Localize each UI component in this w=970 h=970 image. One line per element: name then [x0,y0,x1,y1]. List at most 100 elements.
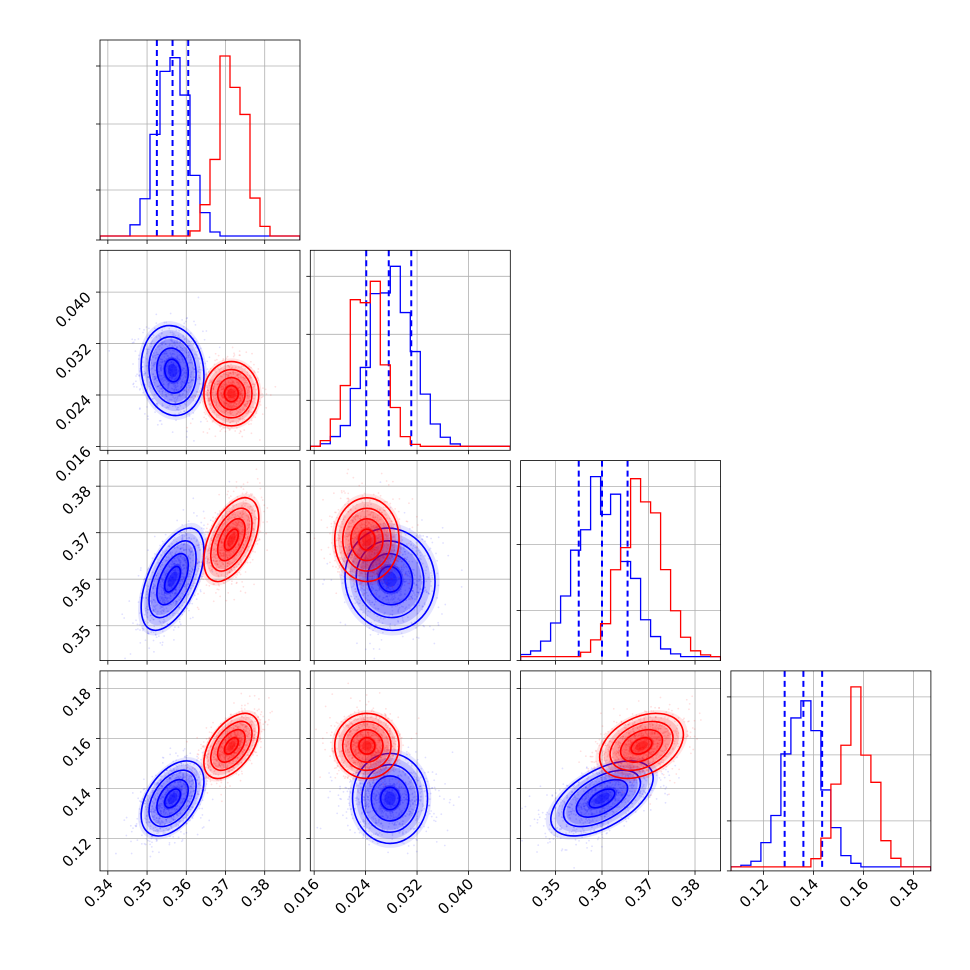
sample-point [188,575,191,578]
sample-point [153,363,156,366]
sample-point [179,395,182,398]
sample-point [174,334,177,337]
sample-point [229,395,232,397]
sample-point [230,390,233,393]
sample-point [250,376,253,379]
sample-point [230,426,233,429]
sample-point [192,395,195,397]
sample-point [238,402,241,404]
sample-point [153,378,156,381]
sample-point [218,424,221,427]
sample-point [226,393,229,396]
sample-point [172,602,175,604]
sample-point [231,580,233,583]
sample-point [167,370,170,373]
sample-point [196,561,199,564]
sample-point [231,397,234,400]
sample-point [161,540,164,543]
sample-point [169,369,172,371]
sample-point [232,403,235,406]
sample-point [238,373,241,376]
sample-point [232,414,235,417]
sample-point [219,425,222,428]
sample-point [147,549,149,552]
sample-point [162,367,164,370]
sample-point [200,574,202,577]
sample-point [150,342,153,345]
sample-point [209,384,211,387]
sample-point [175,329,178,332]
sample-point [223,383,226,386]
sample-point [239,399,242,402]
sample-point [182,343,185,346]
sample-point [153,363,156,366]
sample-point [233,598,236,601]
sample-point [138,327,141,330]
sample-point [173,353,176,356]
sample-point [214,511,217,514]
sample-point [233,402,235,405]
sample-point [171,366,174,369]
sample-point [174,357,177,360]
sample-point [172,373,175,376]
sample-point [198,366,201,368]
sample-point [121,613,124,616]
sample-point [178,358,181,361]
sample-point [241,580,244,583]
sample-point [227,375,230,377]
sample-point [223,400,226,403]
sample-point [227,381,230,384]
sample-point [170,370,173,373]
sample-point [216,383,219,386]
sample-point [170,378,172,381]
sample-point [188,415,191,417]
sample-point [219,406,222,408]
sample-point [249,360,252,363]
sample-point [223,401,226,404]
sample-point [246,392,249,395]
sample-point [245,351,248,354]
sample-point [159,566,162,569]
sample-point [173,385,176,388]
sample-point [200,577,203,580]
sample-point [156,423,159,426]
sample-point [236,381,238,384]
sample-point [249,561,252,564]
sample-point [172,835,175,838]
sample-point [154,361,156,364]
sample-point [232,404,235,407]
sample-point [235,394,238,397]
sample-point [161,329,164,332]
sample-point [255,468,258,471]
sample-point [200,747,203,750]
sample-point [170,365,173,368]
sample-point [168,376,171,379]
sample-point [245,386,248,389]
sample-point [196,562,199,565]
sample-point [238,400,241,403]
sample-point [189,396,192,399]
sample-point [229,372,232,375]
sample-point [238,381,240,384]
sample-point [142,361,144,364]
sample-point [228,386,231,389]
sample-point [153,342,156,345]
sample-point [184,381,186,384]
sample-point [151,340,154,343]
sample-point [188,351,190,353]
sample-point [165,381,168,383]
sample-point [262,395,264,398]
sample-point [140,834,143,837]
sample-point [166,354,169,357]
sample-point [160,387,163,390]
sample-point [229,388,232,391]
sample-point [177,388,180,391]
sample-point [194,396,197,399]
sample-point [225,383,228,386]
sample-point [164,394,167,396]
sample-point [188,381,191,384]
sample-point [175,369,177,372]
sample-point [240,400,243,403]
sample-point [238,411,241,414]
sample-point [166,383,169,386]
